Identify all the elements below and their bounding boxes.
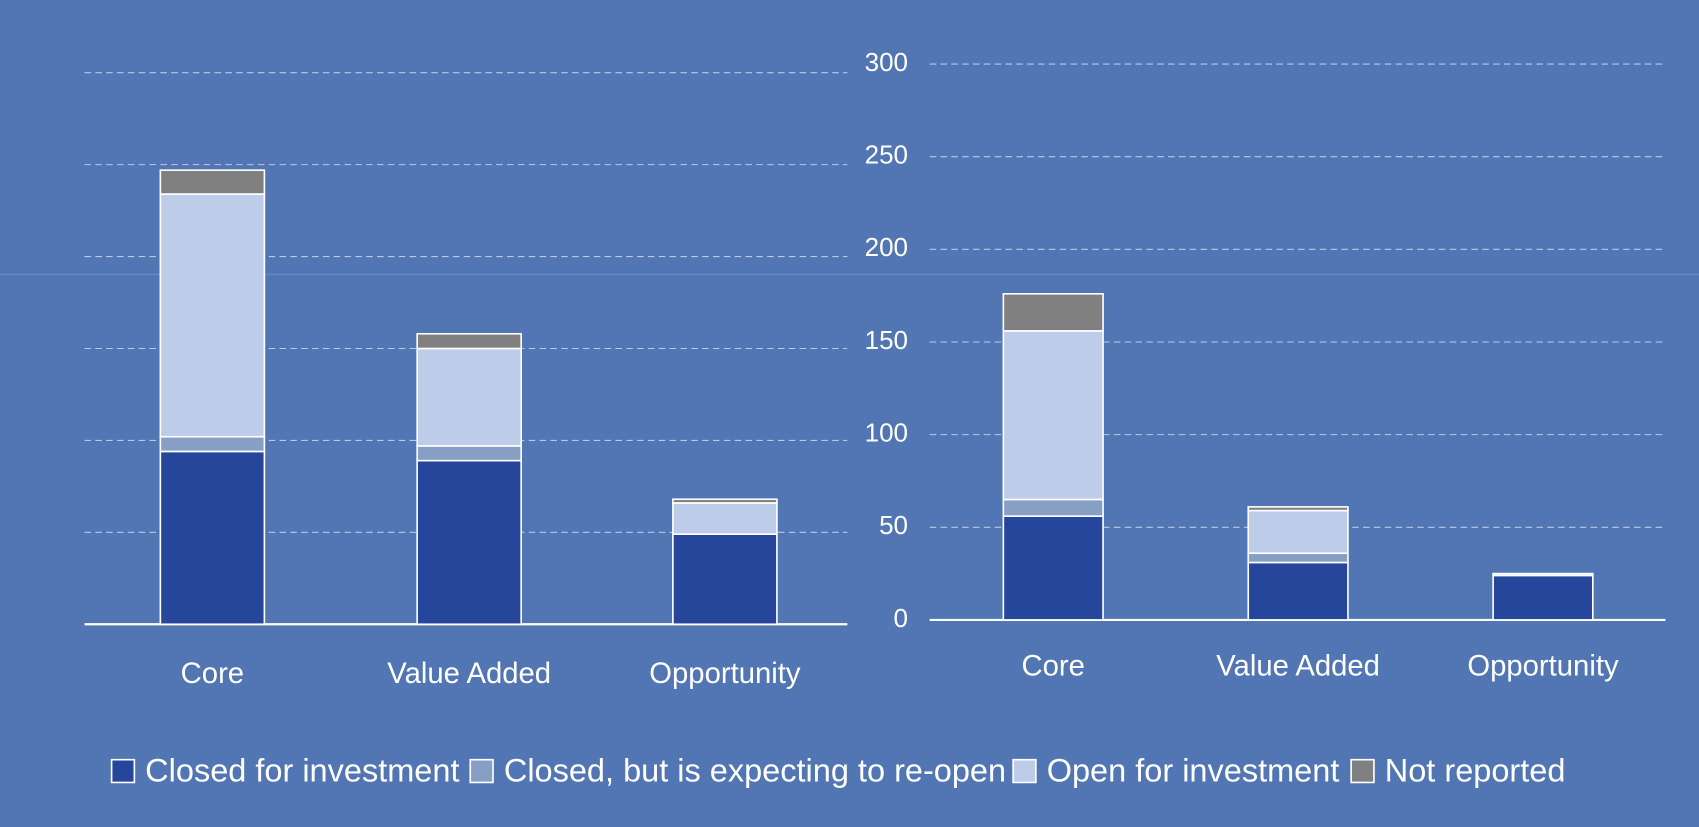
bar-segment [159,169,266,195]
legend-label: Closed, but is expecting to re-open [504,752,1006,788]
y-tick-label: 150 [865,325,908,355]
y-tick-label: 200 [865,232,908,262]
legend-label: Closed for investment [145,752,459,788]
y-tick-label: 0 [894,603,908,633]
bar-segment [1492,572,1594,577]
bar-segment [1247,561,1349,621]
legend-label: Open for investment [1047,752,1340,788]
legend-swatch [1350,758,1375,784]
bar-segment [159,435,266,453]
bar-segment [1002,515,1104,621]
x-tick-label: Value Added [1216,650,1380,682]
legend-label: Not reported [1385,752,1566,788]
bar-segment [416,445,522,462]
x-tick-label: Opportunity [1467,650,1619,682]
bar-segment [159,450,266,626]
bar-segment [1002,330,1104,501]
bar-segment [672,502,778,535]
bar-segment [1002,498,1104,517]
y-tick-label: 300 [865,47,908,77]
bar-segment [1002,292,1104,332]
bar-segment [672,533,778,626]
bar-segment [1247,509,1349,555]
legend-swatch [469,758,494,784]
y-tick-label: 100 [865,418,908,448]
y-tick-label: 250 [865,140,908,170]
bar-segment [416,332,522,350]
bar-segment [159,193,266,438]
bar-segment [1492,574,1594,621]
x-tick-label: Core [181,658,244,690]
x-tick-label: Core [1022,650,1085,682]
bar-segment [1247,506,1349,512]
bar-segment [416,459,522,626]
y-tick-label: 50 [879,510,908,540]
legend-swatch [1012,758,1037,784]
x-tick-label: Opportunity [649,658,801,690]
x-tick-label: Value Added [387,658,551,690]
bar-segment [416,347,522,447]
legend-swatch [110,758,136,784]
bar-segment [672,498,778,504]
bar-segment [1247,552,1349,564]
